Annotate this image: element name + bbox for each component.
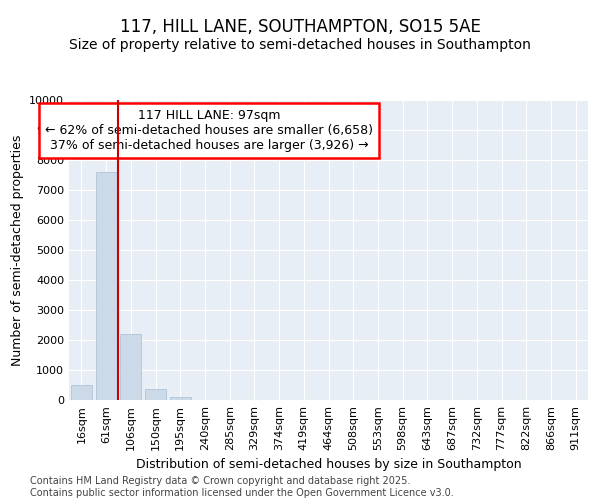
X-axis label: Distribution of semi-detached houses by size in Southampton: Distribution of semi-detached houses by …: [136, 458, 521, 471]
Bar: [120, 334, 141, 400]
Text: Size of property relative to semi-detached houses in Southampton: Size of property relative to semi-detach…: [69, 38, 531, 52]
Y-axis label: Number of semi-detached properties: Number of semi-detached properties: [11, 134, 23, 366]
Bar: [145, 388, 166, 400]
Text: Contains HM Land Registry data © Crown copyright and database right 2025.
Contai: Contains HM Land Registry data © Crown c…: [30, 476, 454, 498]
Text: 117, HILL LANE, SOUTHAMPTON, SO15 5AE: 117, HILL LANE, SOUTHAMPTON, SO15 5AE: [119, 18, 481, 36]
Text: 117 HILL LANE: 97sqm
← 62% of semi-detached houses are smaller (6,658)
37% of se: 117 HILL LANE: 97sqm ← 62% of semi-detac…: [45, 109, 373, 152]
Bar: [170, 397, 191, 400]
Bar: [95, 172, 116, 400]
Bar: [71, 385, 92, 400]
